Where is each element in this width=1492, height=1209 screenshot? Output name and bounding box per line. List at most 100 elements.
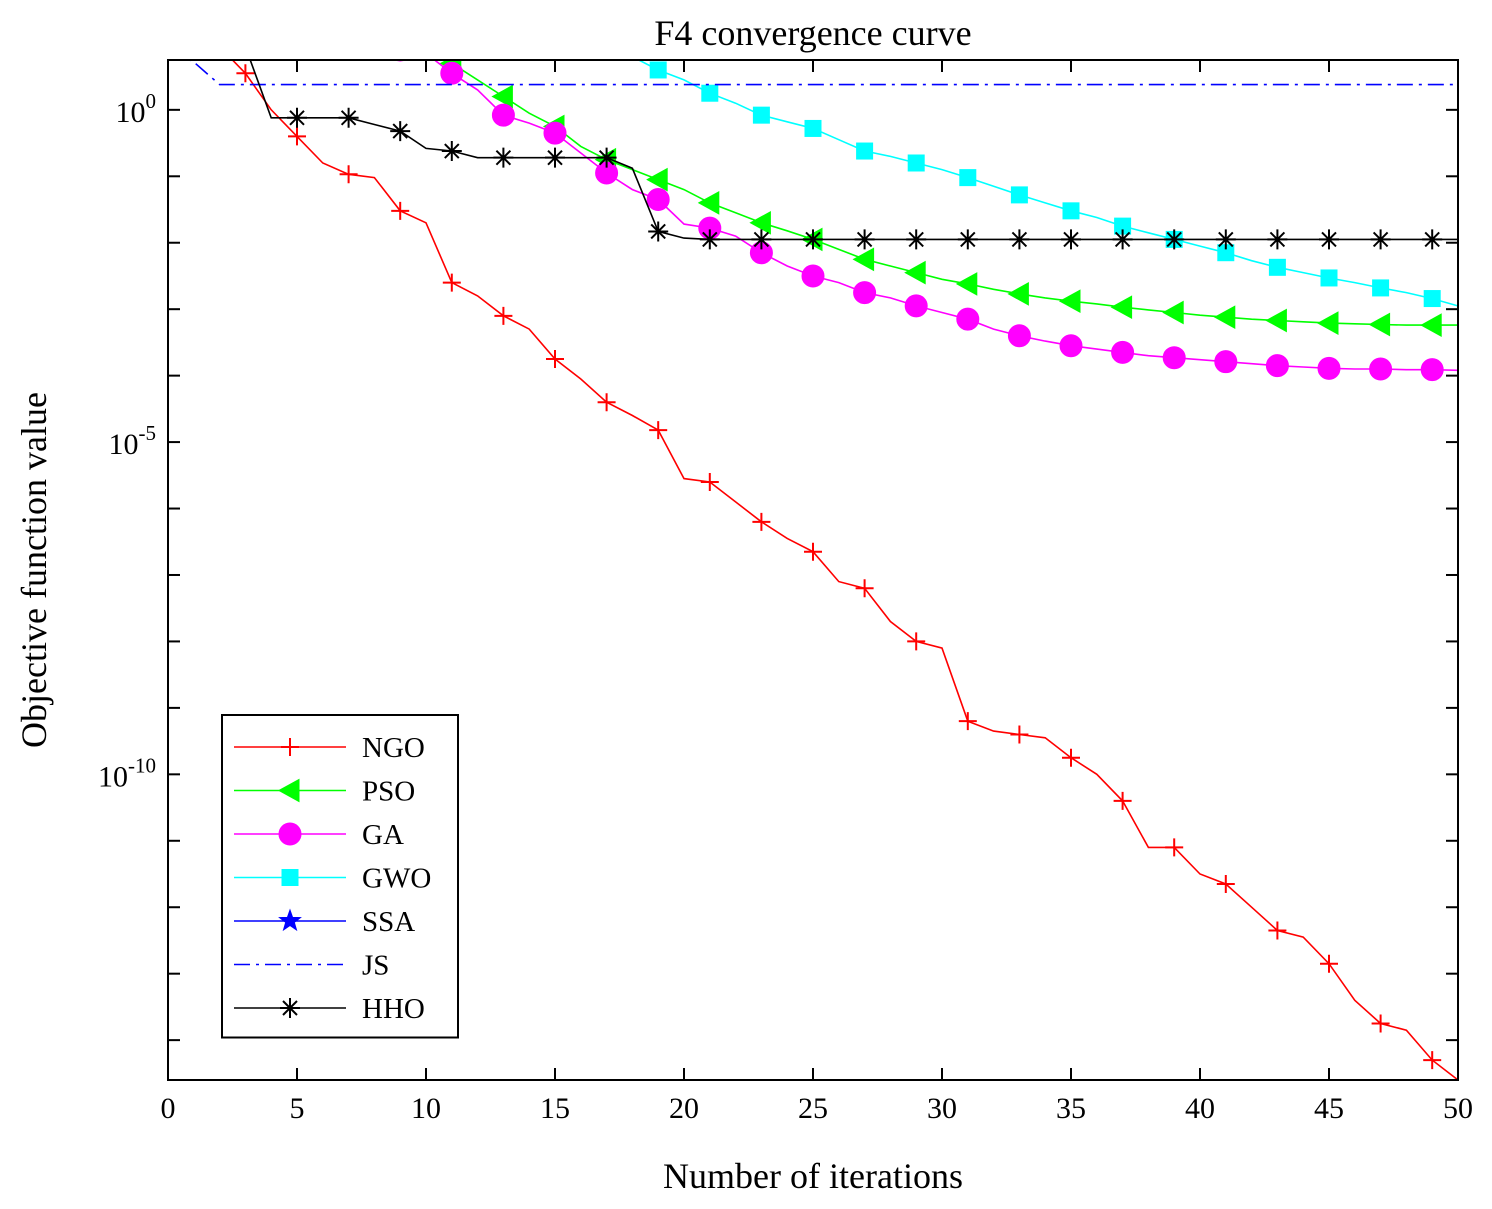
data-point-hho: [287, 107, 307, 128]
x-tick-label: 20: [669, 1092, 699, 1125]
data-point-ngo: [339, 165, 358, 184]
data-point-hho: [751, 229, 772, 250]
data-point-hho: [1164, 229, 1185, 250]
data-point-hho: [1370, 229, 1391, 250]
series-ngo: [231, 60, 1458, 1080]
x-axis-title: Number of iterations: [663, 1156, 963, 1196]
data-point-ga: [543, 121, 567, 145]
x-tick-label: 50: [1443, 1092, 1473, 1125]
x-tick-label: 30: [927, 1092, 957, 1125]
data-point-ngo: [1113, 791, 1132, 810]
legend-label-js: JS: [362, 950, 389, 982]
data-point-ga: [1111, 340, 1135, 364]
data-point-pso: [1316, 311, 1339, 335]
x-tick-label: 45: [1314, 1092, 1344, 1125]
series-ga: [394, 60, 1458, 382]
data-point-ngo: [391, 201, 410, 220]
data-point-hho: [803, 229, 823, 250]
data-point-ngo: [1216, 874, 1235, 893]
data-point-ngo: [855, 579, 874, 598]
data-point-pso: [852, 247, 875, 272]
data-point-ga: [1369, 357, 1393, 381]
data-point-pso: [955, 272, 978, 296]
data-point-gwo: [1372, 279, 1390, 297]
x-tick-label: 5: [290, 1092, 305, 1125]
data-point-gwo: [1320, 269, 1338, 287]
data-point-ngo: [1423, 1051, 1442, 1070]
ticks-layer: 0 5 10 15 20 25 30 35 40 45 50 100 10-5 10-10: [98, 60, 1473, 1125]
data-point-hho: [1061, 229, 1081, 250]
data-point-ngo: [1062, 748, 1080, 767]
data-point-ngo: [958, 712, 977, 731]
legend-label-pso: PSO: [362, 776, 415, 808]
data-point-ngo: [1010, 725, 1029, 744]
data-point-hho: [957, 229, 978, 250]
data-point-gwo: [649, 61, 667, 79]
series-line-hho: [249, 60, 1458, 241]
data-point-ga: [1265, 354, 1289, 378]
data-point-ga: [1162, 346, 1186, 370]
data-point-hho: [1319, 229, 1339, 250]
x-tick-label: 40: [1185, 1092, 1215, 1125]
data-point-pso: [491, 84, 513, 109]
legend-entry-hho: HHO: [234, 993, 425, 1025]
series-line-js: [187, 60, 1458, 86]
data-point-hho: [906, 229, 927, 250]
data-point-gwo: [907, 154, 925, 172]
data-point-hho: [1215, 229, 1236, 250]
data-point-ngo: [700, 472, 719, 491]
data-point-hho: [1009, 229, 1030, 250]
data-point-hho: [1267, 229, 1288, 250]
data-point-gwo: [752, 106, 770, 124]
data-point-gwo: [804, 119, 822, 137]
data-point-gwo: [959, 169, 977, 187]
data-point-pso: [1007, 282, 1029, 306]
data-point-gwo: [856, 142, 874, 160]
legend-marker-gwo: [281, 869, 299, 886]
data-point-pso: [904, 260, 926, 285]
series-js: [187, 60, 1458, 86]
data-point-ga: [1007, 324, 1031, 348]
data-point-ngo: [1320, 954, 1338, 973]
y-tick-label: 10-10: [98, 753, 156, 793]
data-point-ga: [1059, 334, 1083, 358]
data-point-ngo: [236, 64, 255, 83]
data-point-pso: [1213, 305, 1236, 330]
data-point-ngo: [494, 306, 513, 325]
series-layer: [187, 60, 1458, 1080]
data-point-pso: [1265, 308, 1287, 333]
data-point-gwo: [1423, 290, 1441, 308]
data-point-pso: [646, 167, 668, 192]
data-point-ngo: [752, 512, 771, 531]
data-point-hho: [441, 141, 462, 162]
data-point-pso: [1058, 289, 1081, 314]
legend-label-ngo: NGO: [362, 732, 425, 764]
series-gwo: [637, 60, 1458, 308]
legend-entry-js: JS: [234, 950, 389, 982]
data-point-ngo: [907, 632, 926, 651]
data-point-hho: [390, 121, 411, 142]
data-point-ngo: [1371, 1014, 1390, 1033]
data-point-ngo: [1165, 838, 1184, 857]
y-tick-label: 100: [116, 89, 157, 129]
data-point-gwo: [1268, 258, 1286, 276]
legend-marker-hho: [280, 998, 300, 1018]
legend-label-ga: GA: [362, 819, 404, 851]
data-point-ngo: [288, 127, 306, 146]
data-point-ga: [801, 264, 825, 288]
data-point-pso: [1420, 313, 1442, 337]
data-point-ga: [956, 307, 980, 331]
data-point-ngo: [649, 421, 668, 440]
data-point-ga: [491, 103, 515, 127]
data-point-pso: [1162, 300, 1184, 325]
data-point-pso: [749, 210, 771, 235]
data-point-hho: [854, 229, 875, 250]
data-point-ga: [904, 294, 928, 318]
x-tick-label: 15: [540, 1092, 570, 1125]
legend-label-ssa: SSA: [362, 906, 415, 938]
data-point-ngo: [597, 393, 616, 412]
data-point-pso: [1368, 312, 1391, 337]
data-point-hho: [1112, 229, 1133, 250]
chart-title: F4 convergence curve: [654, 13, 971, 53]
